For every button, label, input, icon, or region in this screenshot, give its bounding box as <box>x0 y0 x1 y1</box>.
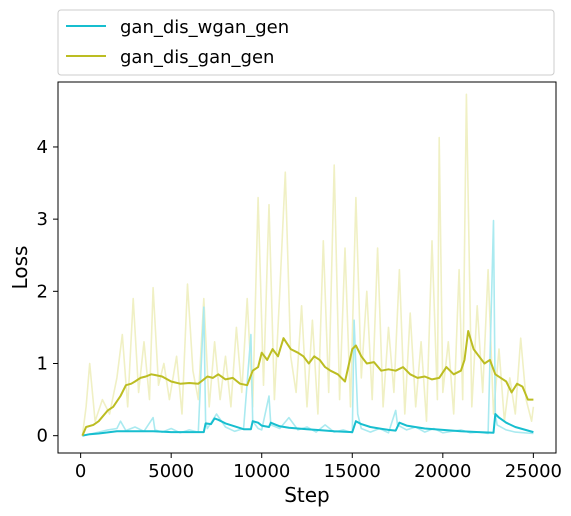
x-axis-label: Step <box>284 483 330 507</box>
x-tick-label: 5000 <box>148 461 194 482</box>
y-tick-label: 2 <box>37 281 48 302</box>
y-tick-label: 3 <box>37 209 48 230</box>
x-tick-label: 20000 <box>414 461 471 482</box>
y-tick-label: 4 <box>37 137 48 158</box>
raw-series-layer <box>82 94 533 435</box>
x-tick-label: 0 <box>75 461 86 482</box>
x-axis-ticks: 0 5000 10000 15000 20000 25000 <box>75 453 562 482</box>
smoothed-line-series-1 <box>82 414 533 436</box>
y-axis-ticks: 0 1 2 3 4 <box>37 137 58 447</box>
y-axis-label: Loss <box>8 246 32 290</box>
y-tick-label: 1 <box>37 353 48 374</box>
legend-label-series-1: gan_dis_wgan_gen <box>120 17 289 38</box>
legend: gan_dis_wgan_gen gan_dis_gan_gen <box>58 10 554 75</box>
legend-label-series-2: gan_dis_gan_gen <box>120 47 274 68</box>
x-tick-label: 25000 <box>505 461 562 482</box>
x-tick-label: 15000 <box>324 461 381 482</box>
y-tick-label: 0 <box>37 426 48 447</box>
x-tick-label: 10000 <box>233 461 290 482</box>
raw-line-series-2 <box>82 94 533 435</box>
